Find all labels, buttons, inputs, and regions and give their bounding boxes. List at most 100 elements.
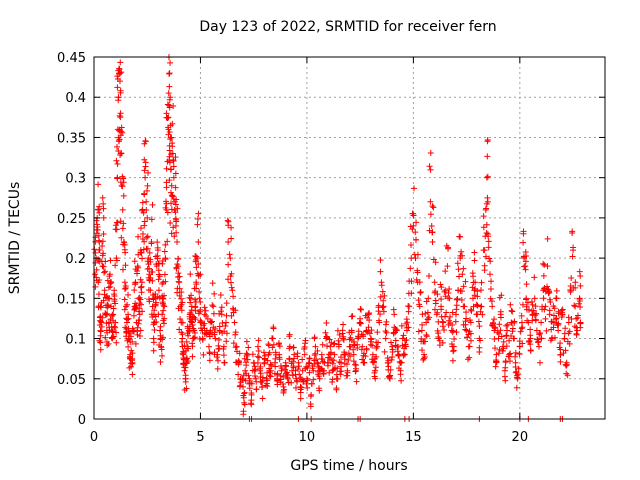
data-point [261,360,268,367]
data-point [348,313,355,320]
data-point [222,323,229,330]
data-point [347,343,354,350]
data-point [429,239,436,246]
data-point [381,292,388,299]
data-point [124,301,131,308]
data-point [553,287,560,294]
data-point [280,380,287,387]
data-point [119,129,126,136]
data-point [225,218,232,225]
data-point [574,312,581,319]
data-point [542,315,549,322]
data-point [456,273,463,280]
data-point [441,288,448,295]
data-point [201,320,208,327]
data-point [168,166,175,173]
data-point [324,362,331,369]
data-point [110,305,117,312]
data-point [333,385,340,392]
data-point [310,376,317,383]
data-point [427,198,434,205]
data-point [473,301,480,308]
data-point [192,304,199,311]
data-point [477,337,484,344]
data-point [186,328,193,335]
data-point [399,342,406,349]
data-point [380,303,387,310]
data-point [474,302,481,309]
data-point [235,357,242,364]
data-point [118,124,125,131]
data-point [343,361,350,368]
data-point [111,323,118,330]
data-point [413,219,420,226]
data-point [99,194,106,201]
data-point [329,376,336,383]
data-point [236,350,243,357]
data-point [167,59,174,66]
data-point [495,350,502,357]
data-point [483,230,490,237]
data-point [228,312,235,319]
data-point [428,222,435,229]
data-point [113,157,120,164]
data-point [532,303,539,310]
data-point [166,70,173,77]
data-point [232,344,239,351]
data-point [409,226,416,233]
data-point [161,248,168,255]
data-point [480,213,487,220]
data-point [109,311,116,318]
data-point [168,206,175,213]
data-point [419,321,426,328]
data-point [438,284,445,291]
data-point [520,239,527,246]
data-point [246,385,253,392]
data-point [312,343,319,350]
data-point [497,308,504,315]
data-point [434,291,441,298]
data-point [162,278,169,285]
data-point [94,223,101,230]
data-point [230,306,237,313]
data-point [427,149,434,156]
data-point [122,324,129,331]
data-point [172,170,179,177]
data-point [574,327,581,334]
data-point [486,255,493,262]
data-point [286,356,293,363]
data-point [244,351,251,358]
data-point [522,266,529,273]
data-point [484,153,491,160]
data-point [350,346,357,353]
data-point [540,260,547,267]
data-point [301,344,308,351]
data-point [429,203,436,210]
data-point [493,358,500,365]
data-point [129,350,136,357]
data-point [553,295,560,302]
data-point [496,346,503,353]
data-point [438,306,445,313]
data-point [117,89,124,96]
data-point [116,78,123,85]
data-point [241,390,248,397]
data-point [114,219,121,226]
data-point [164,238,171,245]
data-point [119,206,126,213]
data-point [255,347,262,354]
data-point [355,334,362,341]
data-point [416,301,423,308]
data-point [161,271,168,278]
data-point [451,336,458,343]
data-point [142,174,149,181]
data-point [216,328,223,335]
data-point [138,249,145,256]
data-point [209,280,216,287]
data-point [101,269,108,276]
data-point [305,360,312,367]
data-point [248,380,255,387]
data-point [245,344,252,351]
data-point [547,337,554,344]
